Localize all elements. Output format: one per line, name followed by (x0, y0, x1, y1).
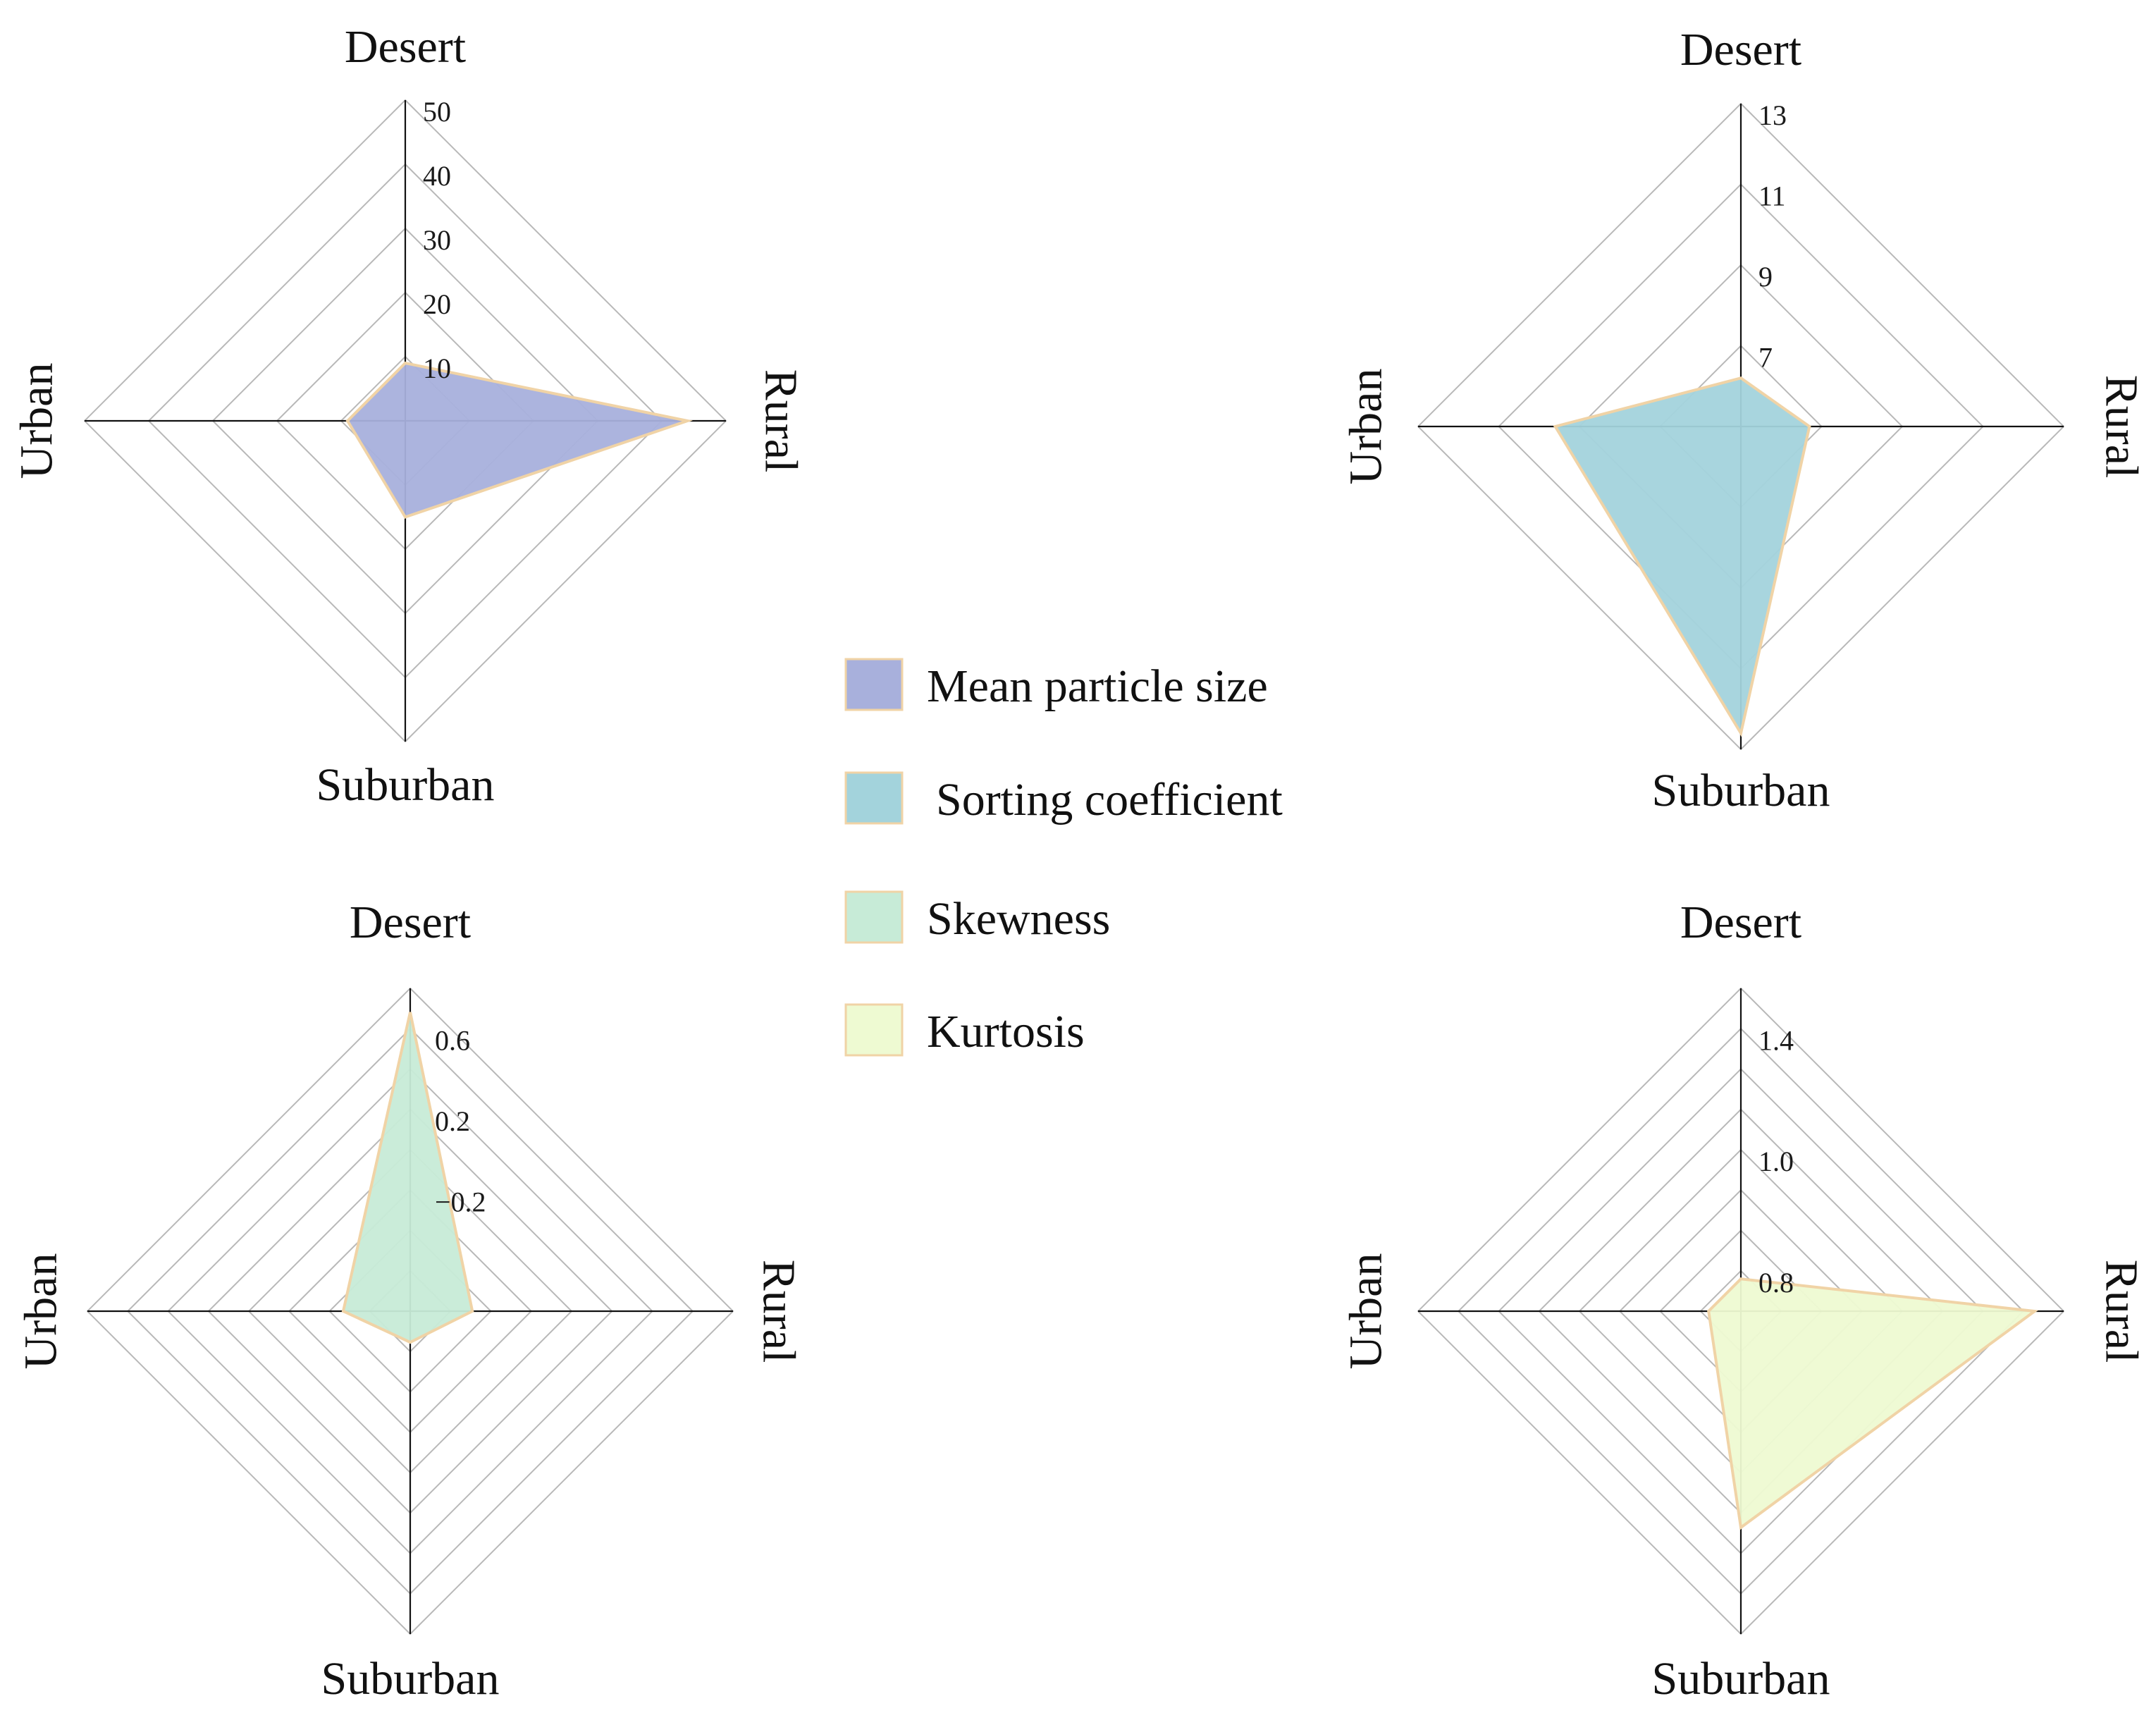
tick-label: 30 (423, 224, 451, 256)
legend-item-kurtosis: Kurtosis (844, 1003, 1085, 1057)
tick-label: 0.2 (435, 1105, 470, 1137)
tick-label: −0.2 (435, 1186, 486, 1217)
axis-label-desert: Desert (350, 897, 471, 948)
legend-swatch-mean-particle-size (844, 658, 904, 711)
axis-label-suburban: Suburban (321, 1653, 500, 1705)
series-polygon-sorting-coefficient (1553, 376, 1811, 737)
axis-label-rural: Rural (2096, 375, 2148, 479)
tick-label: 13 (1758, 99, 1787, 131)
radar-chart-mean-particle-size: 10 20 30 40 50 Desert Rural Suburban Urban (11, 21, 807, 811)
tick-label: 1.4 (1758, 1024, 1794, 1056)
radar-chart-sorting-coefficient: 7 9 11 13 Desert Rural Suburban Urban (1341, 24, 2148, 816)
axis-label-suburban: Suburban (1652, 1653, 1830, 1705)
series-polygon-skewness (341, 1012, 474, 1344)
legend: Mean particle size Sorting coefficient S… (844, 658, 1283, 1057)
series-polygon-mean-particle-size (345, 361, 694, 519)
axis-label-rural: Rural (753, 1260, 805, 1363)
tick-label: 50 (423, 96, 451, 128)
axis-label-urban: Urban (1341, 1253, 1392, 1370)
axis-label-suburban: Suburban (1652, 765, 1830, 816)
axis-label-urban: Urban (1341, 369, 1392, 485)
axis-label-rural: Rural (2096, 1260, 2148, 1363)
legend-swatch-kurtosis (844, 1003, 904, 1057)
legend-item-skewness: Skewness (844, 890, 1110, 945)
tick-label: 11 (1758, 180, 1786, 212)
series-polygon-kurtosis (1707, 1277, 2039, 1530)
legend-item-mean-particle-size: Mean particle size (844, 658, 1268, 712)
axis-label-desert: Desert (1680, 24, 1801, 75)
tick-label: 20 (423, 288, 451, 320)
tick-label: 40 (423, 160, 451, 192)
legend-label-kurtosis: Kurtosis (927, 1006, 1085, 1057)
legend-label-skewness: Skewness (927, 893, 1110, 945)
legend-label-mean-particle-size: Mean particle size (927, 661, 1268, 712)
legend-item-sorting-coefficient: Sorting coefficient (844, 771, 1283, 825)
tick-label: 0.8 (1758, 1267, 1794, 1298)
radar-chart-skewness: −0.2 0.2 0.6 Desert Rural Suburban Urban (16, 897, 805, 1705)
tick-label: 0.6 (435, 1024, 470, 1056)
axis-label-desert: Desert (1680, 897, 1801, 948)
axis-label-rural: Rural (756, 369, 807, 473)
tick-label: 10 (423, 352, 451, 384)
tick-label: 9 (1758, 261, 1773, 293)
axis-label-desert: Desert (345, 21, 466, 73)
legend-swatch-sorting-coefficient (844, 771, 904, 825)
axis-label-urban: Urban (11, 363, 63, 479)
legend-label-sorting-coefficient: Sorting coefficient (936, 774, 1283, 825)
legend-swatch-skewness (844, 890, 904, 944)
tick-label: 7 (1758, 342, 1773, 374)
axis-label-suburban: Suburban (316, 759, 495, 811)
axis-label-urban: Urban (16, 1253, 67, 1370)
tick-label: 1.0 (1758, 1146, 1794, 1177)
radar-chart-kurtosis: 0.8 1.0 1.4 Desert Rural Suburban Urban (1341, 897, 2148, 1705)
